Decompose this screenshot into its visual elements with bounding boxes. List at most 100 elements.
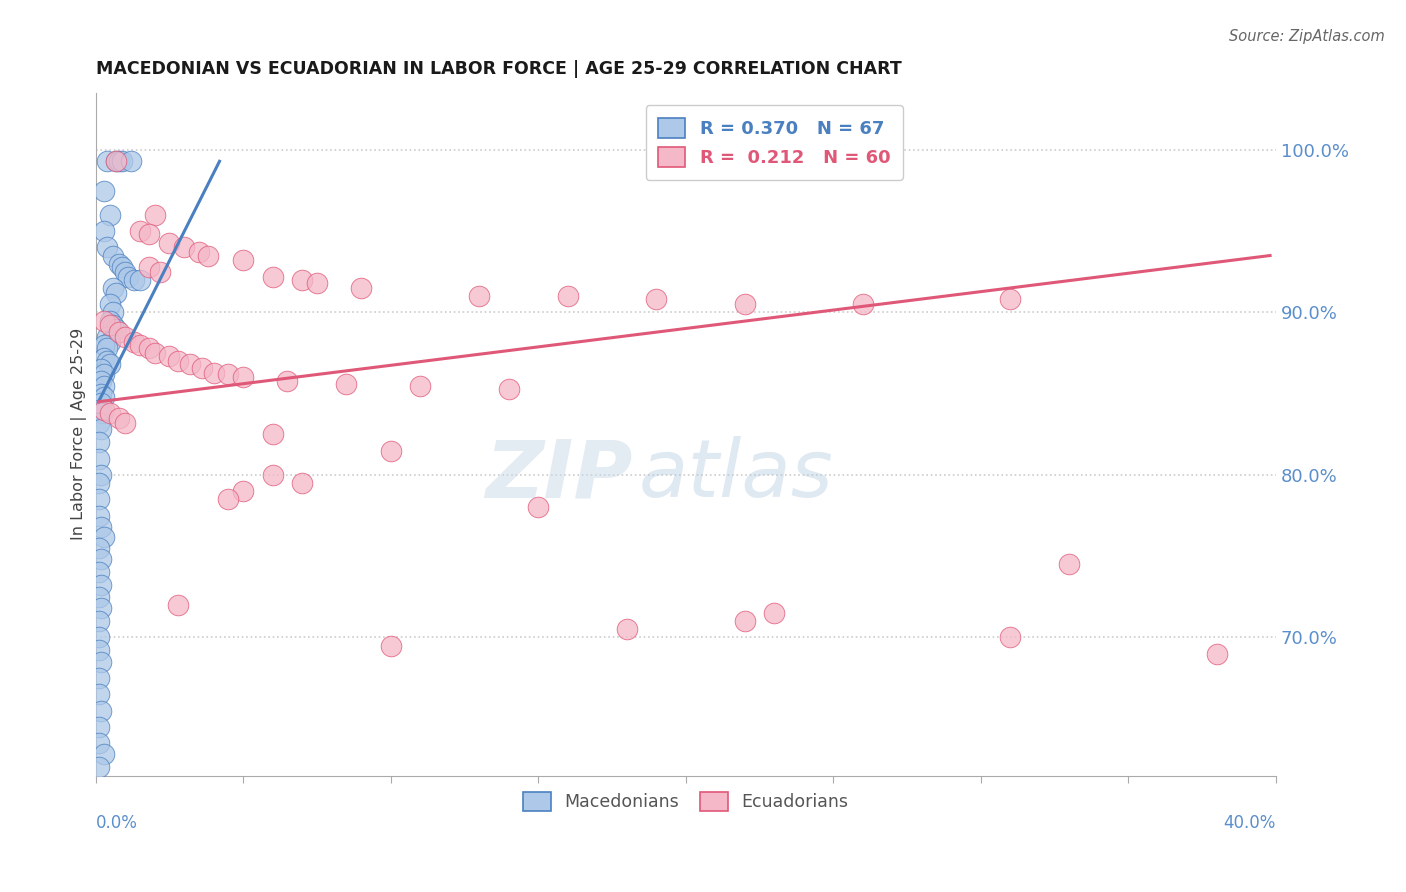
- Point: [305, 276, 328, 290]
- Point: [87, 476, 110, 491]
- Point: [90, 386, 112, 401]
- Point: [98, 406, 121, 420]
- Point: [105, 321, 128, 335]
- Point: [98, 358, 121, 372]
- Legend: Macedonians, Ecuadorians: Macedonians, Ecuadorians: [516, 785, 856, 818]
- Point: [763, 606, 786, 620]
- Point: [87, 566, 110, 580]
- Point: [103, 318, 125, 333]
- Point: [90, 520, 112, 534]
- Point: [217, 492, 239, 507]
- Point: [105, 154, 128, 169]
- Point: [87, 720, 110, 734]
- Point: [380, 443, 402, 458]
- Point: [128, 224, 150, 238]
- Point: [87, 760, 110, 774]
- Point: [149, 265, 172, 279]
- Point: [96, 354, 118, 368]
- Point: [276, 374, 298, 388]
- Point: [98, 318, 121, 333]
- Point: [114, 265, 136, 279]
- Point: [96, 341, 118, 355]
- Text: 40.0%: 40.0%: [1223, 814, 1277, 832]
- Text: ZIP: ZIP: [485, 436, 633, 514]
- Point: [90, 578, 112, 592]
- Point: [1206, 647, 1229, 661]
- Point: [93, 747, 115, 762]
- Point: [616, 622, 638, 636]
- Point: [87, 687, 110, 701]
- Point: [217, 367, 239, 381]
- Text: MACEDONIAN VS ECUADORIAN IN LABOR FORCE | AGE 25-29 CORRELATION CHART: MACEDONIAN VS ECUADORIAN IN LABOR FORCE …: [96, 60, 901, 78]
- Point: [114, 330, 136, 344]
- Point: [96, 240, 118, 254]
- Point: [1000, 631, 1022, 645]
- Point: [87, 508, 110, 523]
- Point: [87, 492, 110, 507]
- Point: [138, 227, 160, 242]
- Point: [409, 378, 432, 392]
- Point: [120, 154, 142, 169]
- Point: [734, 297, 756, 311]
- Point: [108, 154, 131, 169]
- Point: [380, 639, 402, 653]
- Point: [93, 224, 115, 238]
- Point: [122, 334, 145, 349]
- Point: [1000, 293, 1022, 307]
- Point: [117, 269, 139, 284]
- Point: [157, 235, 180, 250]
- Point: [103, 281, 125, 295]
- Point: [138, 341, 160, 355]
- Point: [122, 273, 145, 287]
- Point: [232, 370, 254, 384]
- Point: [93, 378, 115, 392]
- Point: [232, 253, 254, 268]
- Point: [111, 154, 134, 169]
- Point: [98, 334, 121, 349]
- Point: [187, 245, 209, 260]
- Point: [98, 313, 121, 327]
- Point: [350, 281, 373, 295]
- Point: [262, 269, 284, 284]
- Point: [335, 376, 357, 391]
- Point: [108, 325, 131, 339]
- Point: [111, 260, 134, 274]
- Point: [179, 358, 201, 372]
- Point: [105, 154, 128, 169]
- Point: [197, 248, 219, 262]
- Point: [90, 396, 112, 410]
- Point: [557, 289, 579, 303]
- Point: [262, 467, 284, 482]
- Point: [90, 601, 112, 615]
- Point: [87, 541, 110, 555]
- Text: Source: ZipAtlas.com: Source: ZipAtlas.com: [1229, 29, 1385, 44]
- Point: [87, 736, 110, 750]
- Point: [527, 500, 550, 515]
- Point: [108, 411, 131, 425]
- Point: [262, 427, 284, 442]
- Point: [90, 374, 112, 388]
- Point: [108, 257, 131, 271]
- Point: [173, 240, 195, 254]
- Point: [105, 285, 128, 300]
- Point: [143, 208, 166, 222]
- Point: [93, 367, 115, 381]
- Point: [645, 293, 668, 307]
- Point: [87, 403, 110, 417]
- Point: [128, 273, 150, 287]
- Point: [87, 671, 110, 685]
- Point: [87, 435, 110, 450]
- Point: [98, 297, 121, 311]
- Point: [93, 403, 115, 417]
- Point: [96, 154, 118, 169]
- Point: [90, 406, 112, 420]
- Point: [291, 476, 314, 491]
- Point: [93, 184, 115, 198]
- Point: [291, 273, 314, 287]
- Point: [87, 631, 110, 645]
- Point: [90, 422, 112, 436]
- Point: [87, 614, 110, 628]
- Point: [93, 313, 115, 327]
- Text: atlas: atlas: [638, 436, 834, 514]
- Point: [90, 552, 112, 566]
